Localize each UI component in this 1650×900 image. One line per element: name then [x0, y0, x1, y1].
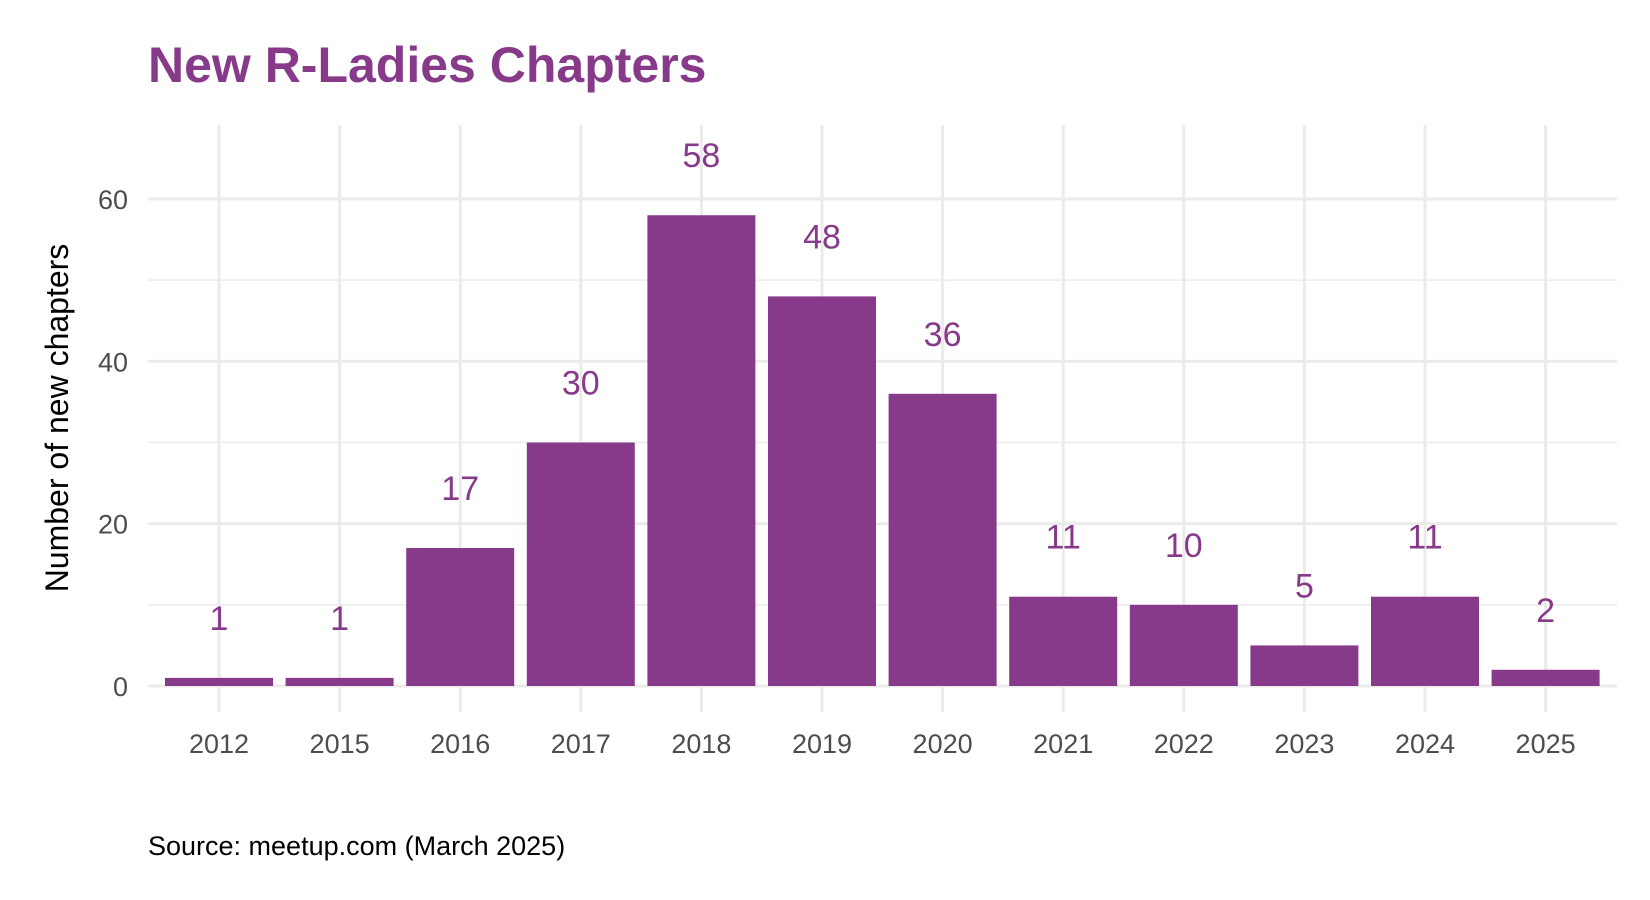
value-label: 1: [330, 600, 349, 638]
value-label: 58: [682, 137, 720, 175]
x-tick-label: 2024: [1395, 729, 1455, 759]
value-label: 11: [1046, 519, 1081, 557]
bar-2012: [165, 677, 273, 686]
value-label: 30: [562, 365, 600, 403]
value-label: 17: [441, 470, 479, 508]
bar-2022: [1129, 604, 1238, 686]
x-tick-label: 2018: [671, 729, 731, 759]
x-tick-label: 2015: [310, 729, 370, 759]
x-tick-label: 2021: [1033, 729, 1093, 759]
y-axis-title: Number of new chapters: [39, 244, 75, 593]
x-axis-ticks: 2012 2015 2016 2017 2018 2019 2020 2021 2022 2023…: [189, 729, 1576, 759]
bar-2018: [647, 215, 756, 686]
value-label: 36: [924, 316, 962, 354]
y-tick-label: 0: [113, 672, 128, 702]
value-label: 11: [1407, 519, 1442, 557]
value-label: 2: [1536, 592, 1555, 630]
bar-2024: [1371, 596, 1479, 686]
bar-2023: [1250, 645, 1359, 686]
x-tick-label: 2025: [1516, 729, 1576, 759]
bar-2017: [526, 442, 635, 686]
y-tick-label: 20: [98, 510, 128, 540]
value-label: 5: [1295, 567, 1314, 605]
x-tick-label: 2020: [913, 729, 973, 759]
bar-2019: [768, 296, 876, 686]
bar-2015: [285, 677, 394, 686]
value-label: 48: [803, 218, 841, 256]
chart-caption: Source: meetup.com (March 2025): [148, 831, 565, 861]
x-tick-label: 2012: [189, 729, 249, 759]
x-tick-label: 2016: [430, 729, 490, 759]
x-tick-label: 2017: [551, 729, 611, 759]
chart-title: New R-Ladies Chapters: [148, 37, 706, 93]
bar-2025: [1491, 669, 1600, 686]
x-tick-label: 2023: [1274, 729, 1334, 759]
bar-2021: [1009, 596, 1118, 686]
value-label: 1: [210, 600, 229, 638]
y-axis-ticks: 0 20 40 60: [98, 185, 128, 702]
value-label: 10: [1165, 527, 1203, 565]
bar-2016: [406, 548, 515, 686]
bar-2020: [888, 393, 997, 686]
y-tick-label: 60: [98, 185, 128, 215]
x-tick-label: 2019: [792, 729, 852, 759]
y-tick-label: 40: [98, 347, 128, 377]
x-tick-label: 2022: [1154, 729, 1214, 759]
bars: [165, 215, 1600, 686]
